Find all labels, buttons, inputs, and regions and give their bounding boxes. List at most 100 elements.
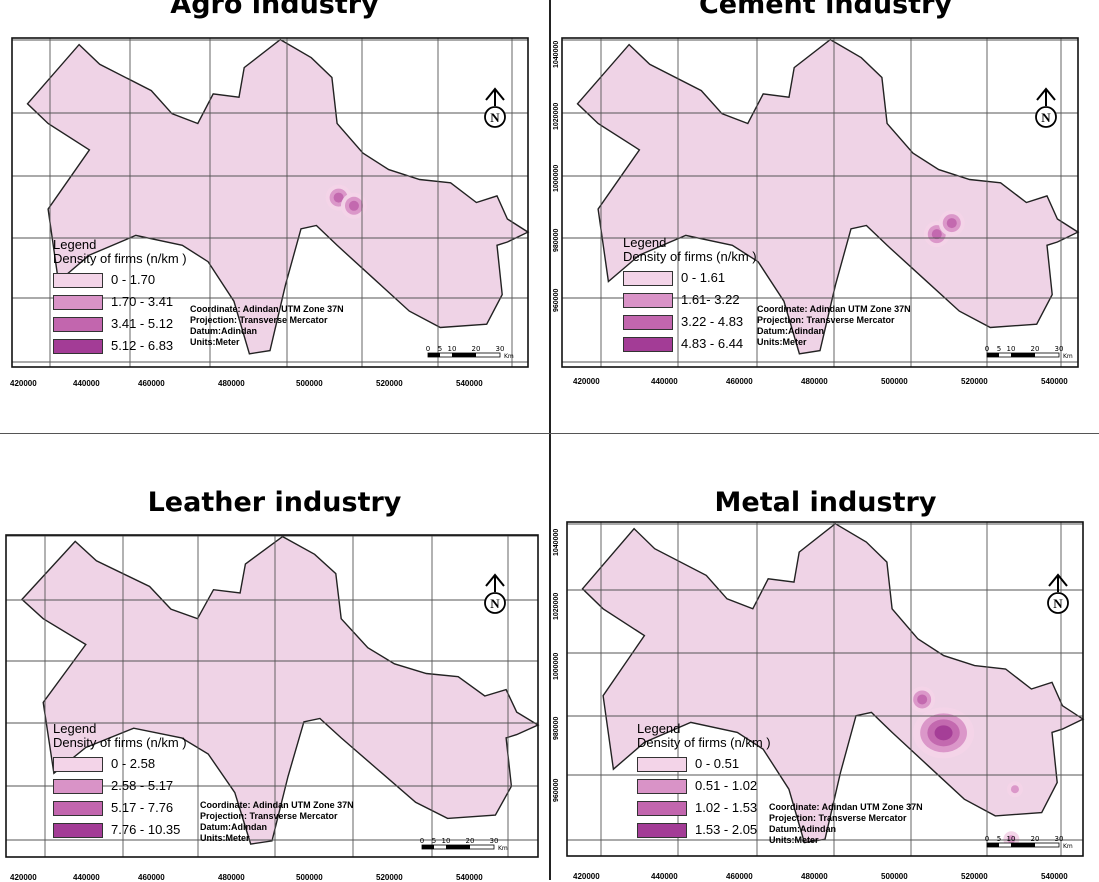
projection-info-line: Coordinate: Adindan UTM Zone 37N <box>190 304 344 314</box>
density-hotspot <box>909 686 936 713</box>
x-tick-label: 420000 <box>573 872 600 881</box>
map-canvas <box>11 37 530 368</box>
north-label: N <box>490 596 500 611</box>
legend-label: 0 - 1.70 <box>111 272 156 287</box>
legend-subtitle: Density of firms (n/km ) <box>623 249 757 264</box>
projection-info-line: Datum:Adindan <box>769 824 836 834</box>
projection-info-line: Units:Meter <box>757 337 807 347</box>
legend-swatch <box>623 336 673 352</box>
scale-unit: Km <box>1063 353 1073 360</box>
legend-swatch <box>53 778 103 794</box>
scale-label: 30 <box>1055 345 1064 353</box>
legend-swatch <box>623 292 673 308</box>
projection-info-line: Datum:Adindan <box>200 822 267 832</box>
legend-label: 5.12 - 6.83 <box>111 338 174 353</box>
legend-swatch <box>53 316 103 332</box>
x-tick-label: 460000 <box>726 872 753 881</box>
x-tick-label: 520000 <box>376 379 403 388</box>
legend-label: 0 - 2.58 <box>111 756 156 771</box>
scale-label: 10 <box>1007 835 1016 843</box>
x-tick-label: 420000 <box>10 873 37 882</box>
legend-label: 1.53 - 2.05 <box>695 822 758 837</box>
legend-label: 2.58 - 5.17 <box>111 778 174 793</box>
y-tick-label: 980000 <box>553 716 560 740</box>
y-tick-label: 1040000 <box>553 40 560 68</box>
legend-swatch <box>53 338 103 354</box>
x-tick-label: 520000 <box>961 872 988 881</box>
projection-info-line: Coordinate: Adindan UTM Zone 37N <box>200 800 354 810</box>
legend-item: 1.02 - 1.53 <box>637 797 771 819</box>
projection-info-line: Datum:Adindan <box>757 326 824 336</box>
study-area-region <box>26 38 530 355</box>
x-tick-label: 440000 <box>73 379 100 388</box>
x-tick-label: 440000 <box>73 873 100 882</box>
map-title: Metal industry <box>714 487 937 518</box>
scale-unit: Km <box>1063 843 1073 850</box>
legend-item: 2.58 - 5.17 <box>53 775 187 797</box>
x-tick-label: 480000 <box>218 379 245 388</box>
legend: Legend Density of firms (n/km ) 0 - 1.61 1.… <box>623 236 757 355</box>
map-panel-metal: Metal industry 420000 440000 460000 480000 50… <box>551 440 1099 881</box>
map-frame <box>561 37 1079 368</box>
x-tick-label: 440000 <box>651 872 678 881</box>
projection-info-line: Datum:Adindan <box>190 326 257 336</box>
scale-unit: Km <box>504 353 514 360</box>
legend-item: 1.53 - 2.05 <box>637 819 771 841</box>
legend-label: 7.76 - 10.35 <box>111 822 181 837</box>
x-tick-label: 420000 <box>10 379 37 388</box>
x-tick-label: 540000 <box>1041 872 1068 881</box>
scale-label: 5 <box>432 837 436 845</box>
map-frame <box>566 521 1084 857</box>
legend-swatch <box>53 272 103 288</box>
map-canvas <box>566 521 1085 857</box>
x-tick-label: 500000 <box>296 379 323 388</box>
projection-info: Coordinate: Adindan UTM Zone 37N Projecti… <box>200 800 354 844</box>
legend-item: 3.22 - 4.83 <box>623 311 757 333</box>
scale-label: 30 <box>496 345 505 353</box>
x-tick-label: 540000 <box>1041 377 1068 386</box>
legend-label: 1.70 - 3.41 <box>111 294 174 309</box>
scale-label: 10 <box>442 837 451 845</box>
legend-swatch <box>623 314 673 330</box>
legend-swatch <box>637 756 687 772</box>
legend-swatch <box>637 800 687 816</box>
scale-unit: Km <box>498 845 508 852</box>
projection-info-line: Projection: Transverse Mercator <box>769 813 907 823</box>
x-tick-label: 460000 <box>726 377 753 386</box>
legend-label: 0 - 0.51 <box>695 756 740 771</box>
y-tick-label: 1000000 <box>553 652 560 680</box>
density-hotspot <box>938 210 965 237</box>
y-tick-label: 980000 <box>553 228 560 252</box>
scale-label: 0 <box>985 345 989 353</box>
north-arrow-icon: N <box>1035 87 1057 128</box>
scale-label: 5 <box>438 345 442 353</box>
scale-label: 30 <box>490 837 499 845</box>
scale-label: 20 <box>472 345 481 353</box>
x-tick-label: 520000 <box>376 873 403 882</box>
legend-label: 1.02 - 1.53 <box>695 800 758 815</box>
legend-subtitle: Density of firms (n/km ) <box>53 735 187 750</box>
projection-info-line: Coordinate: Adindan UTM Zone 37N <box>757 304 911 314</box>
legend-item: 0 - 1.70 <box>53 269 187 291</box>
density-hotspot <box>912 707 975 759</box>
projection-info: Coordinate: Adindan UTM Zone 37N Projecti… <box>769 802 923 846</box>
legend: Legend Density of firms (n/km ) 0 - 0.51 0.… <box>637 722 771 841</box>
legend-swatch <box>53 294 103 310</box>
north-arrow-icon: N <box>1047 573 1069 614</box>
x-tick-label: 460000 <box>138 873 165 882</box>
scale-label: 0 <box>985 835 989 843</box>
map-panel-cement: Cement industry 420000 440000 460000 480000 5… <box>551 0 1099 440</box>
x-tick-label: 440000 <box>651 377 678 386</box>
legend-item: 1.61- 3.22 <box>623 289 757 311</box>
legend-title: Legend <box>637 721 681 736</box>
x-tick-label: 460000 <box>138 379 165 388</box>
legend: Legend Density of firms (n/km ) 0 - 1.70 1.… <box>53 238 187 357</box>
projection-info-line: Projection: Transverse Mercator <box>190 315 328 325</box>
map-title: Leather industry <box>147 487 402 518</box>
x-tick-label: 520000 <box>961 377 988 386</box>
legend-title: Legend <box>53 721 97 736</box>
scale-label: 20 <box>1031 345 1040 353</box>
scale-label: 0 <box>426 345 430 353</box>
